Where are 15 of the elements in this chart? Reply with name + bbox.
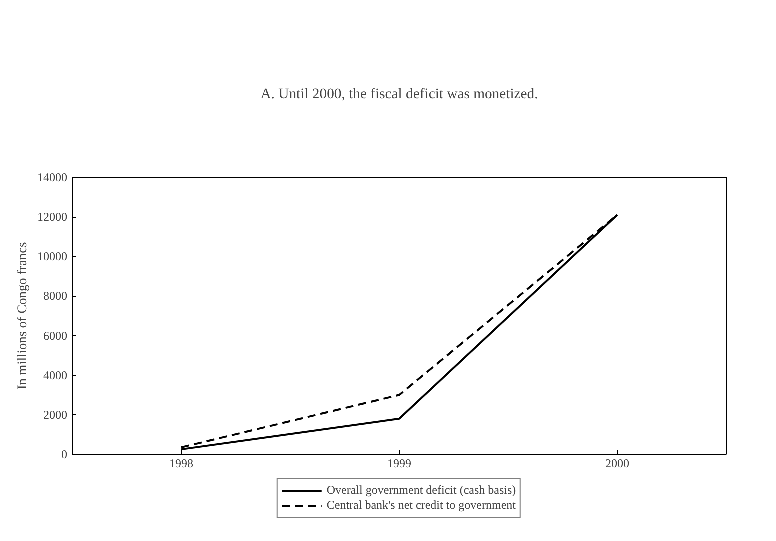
- y-tick-label: 10000: [38, 250, 68, 264]
- y-tick-label: 4000: [44, 368, 68, 382]
- y-axis-title: In millions of Congo francs: [14, 242, 30, 390]
- y-tick-label: 0: [62, 448, 68, 462]
- chart-title: A. Until 2000, the fiscal deficit was monetized.: [260, 86, 538, 102]
- y-tick-label: 6000: [44, 328, 68, 343]
- y-tick-label: 14000: [38, 170, 68, 184]
- y-tick-label: 8000: [44, 289, 68, 304]
- legend-label: Central bank's net credit to government: [326, 498, 516, 513]
- x-tick-label: 1998: [170, 456, 194, 470]
- y-tick-label: 2000: [44, 408, 68, 422]
- y-tick-label: 12000: [38, 210, 68, 224]
- x-tick-label: 1999: [388, 456, 412, 470]
- legend-label: Overall government deficit (cash basis): [326, 483, 516, 498]
- x-tick-label: 2000: [606, 456, 630, 470]
